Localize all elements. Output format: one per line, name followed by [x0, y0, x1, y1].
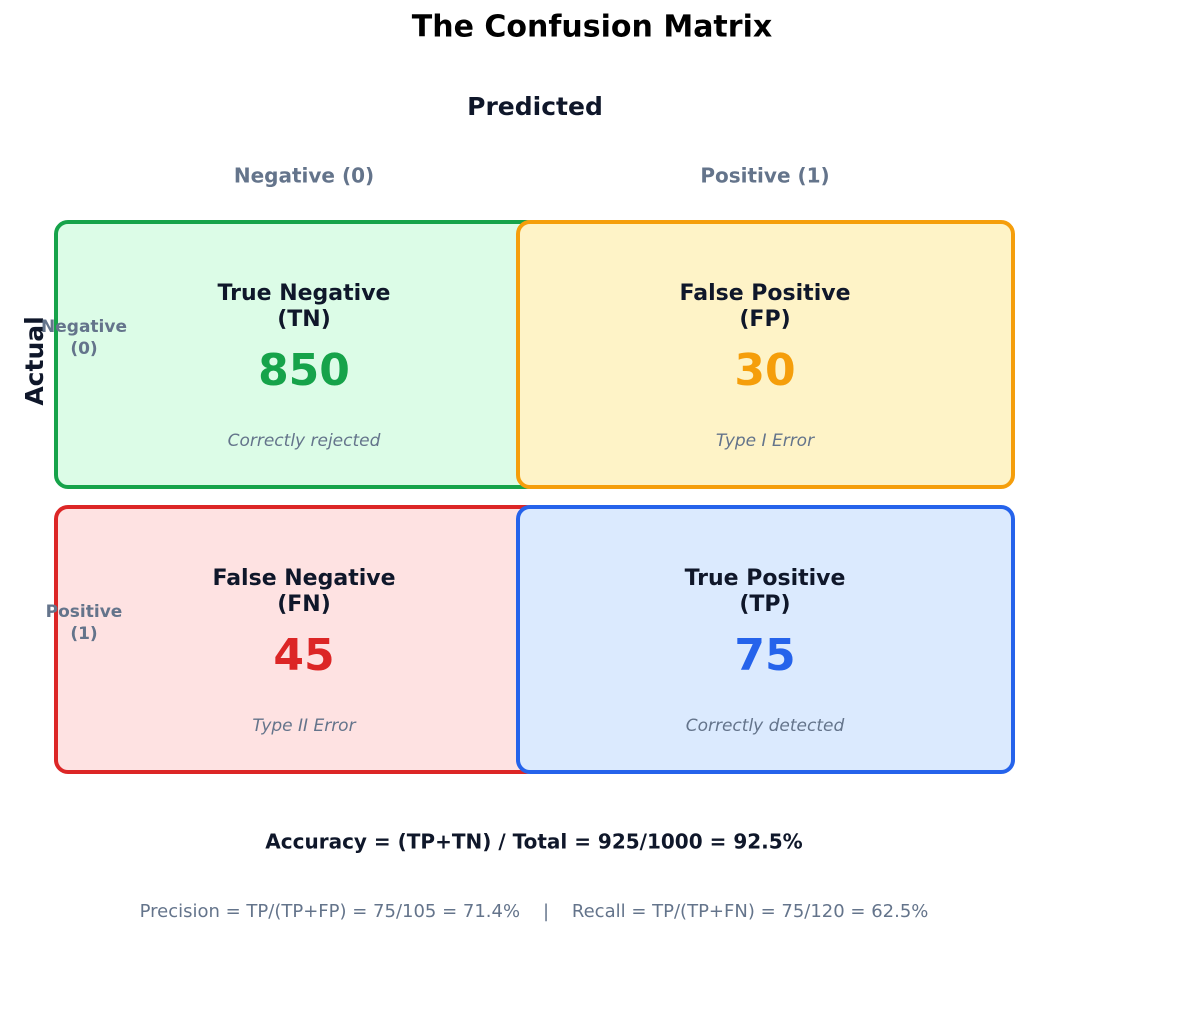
cell-count: 75	[734, 630, 795, 681]
actual-label: Actual	[20, 316, 49, 405]
cell-note: Correctly rejected	[228, 431, 381, 451]
cell	[516, 220, 1015, 489]
cell-count: 45	[273, 630, 334, 681]
cell-name: (FP)	[739, 307, 790, 332]
cell-note: Type II Error	[252, 716, 356, 736]
column-label: Positive (1)	[700, 164, 829, 188]
cell-note: Correctly detected	[686, 716, 845, 736]
row-label: Negative	[41, 317, 127, 337]
cell-note: Type I Error	[716, 431, 815, 451]
row-label: (0)	[70, 339, 97, 359]
cell-name: True Negative	[218, 281, 391, 306]
cell-count: 30	[734, 345, 795, 396]
cell-count: 850	[258, 345, 350, 396]
cell-name: (FN)	[277, 592, 331, 617]
cell-name: (TP)	[739, 592, 790, 617]
cell	[516, 505, 1015, 774]
title: The Confusion Matrix	[412, 10, 772, 45]
row-label: (1)	[70, 624, 97, 644]
metrics: Precision = TP/(TP+FP) = 75/105 = 71.4% …	[140, 901, 929, 922]
column-label: Negative (0)	[234, 164, 374, 188]
cell-name: (TN)	[277, 307, 331, 332]
accuracy: Accuracy = (TP+TN) / Total = 925/1000 = …	[265, 830, 802, 854]
cell-name: False Positive	[680, 281, 851, 306]
predicted-label: Predicted	[467, 92, 603, 121]
cell-name: True Positive	[685, 566, 846, 591]
cell-name: False Negative	[212, 566, 395, 591]
row-label: Positive	[46, 602, 123, 622]
